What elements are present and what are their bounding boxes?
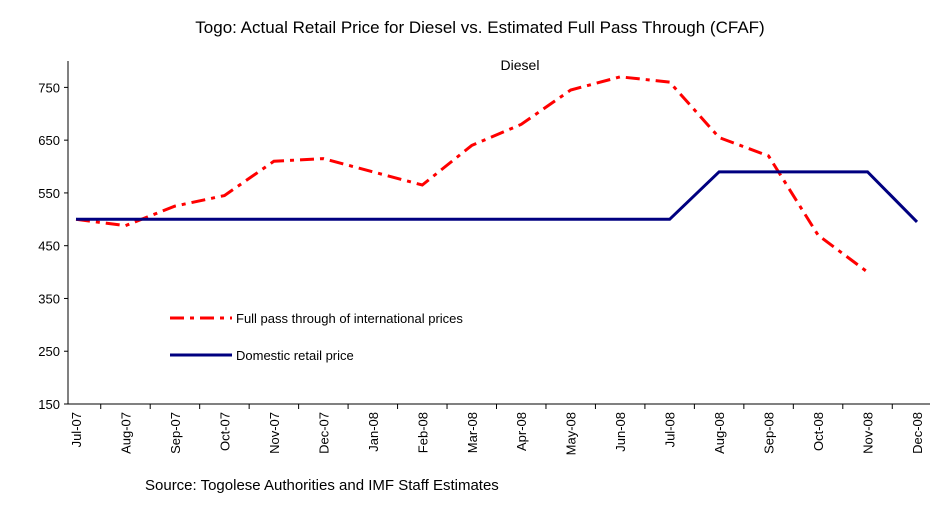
x-tick-label: Nov-07 [267,412,282,454]
source-note: Source: Togolese Authorities and IMF Sta… [145,477,499,494]
series-line [75,75,869,274]
series-line [76,170,919,223]
x-tick-label: Mar-08 [465,412,480,453]
y-tick-label: 550 [38,186,60,201]
x-tick-label: Sep-07 [168,412,183,454]
legend-label: Full pass through of international price… [236,311,463,326]
x-tick-label: Oct-08 [811,412,826,451]
x-tick-label: Apr-08 [514,412,529,451]
y-tick-label: 250 [38,344,60,359]
x-tick-label: Oct-07 [217,412,232,451]
chart-subtitle: Diesel [501,57,540,73]
x-tick-label: Dec-07 [316,412,331,454]
x-tick-label: Sep-08 [762,412,777,454]
x-tick-label: Jul-07 [69,412,84,447]
y-tick-label: 650 [38,133,60,148]
x-tick-label: Aug-07 [118,412,133,454]
x-tick-label: Jan-08 [366,412,381,452]
x-tick-label: May-08 [564,412,579,455]
y-tick-label: 150 [38,397,60,412]
y-tick-label: 450 [38,239,60,254]
chart-title: Togo: Actual Retail Price for Diesel vs.… [195,18,764,37]
y-tick-label: 750 [38,80,60,95]
x-tick-label: Dec-08 [910,412,925,454]
x-tick-label: Feb-08 [415,412,430,453]
y-tick-label: 350 [38,291,60,306]
x-tick-label: Jul-08 [663,412,678,447]
x-tick-label: Aug-08 [712,412,727,454]
legend-label: Domestic retail price [236,348,354,363]
x-tick-label: Nov-08 [861,412,876,454]
x-tick-label: Jun-08 [613,412,628,452]
